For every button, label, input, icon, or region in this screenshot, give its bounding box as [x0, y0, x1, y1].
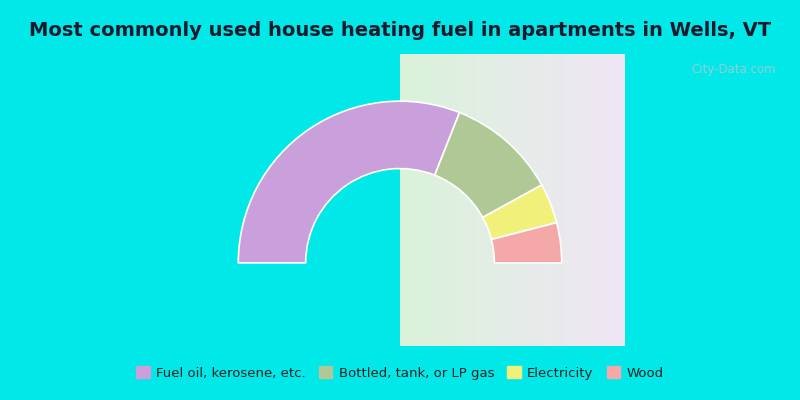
Wedge shape [434, 112, 542, 218]
Wedge shape [491, 223, 562, 263]
Text: City-Data.com: City-Data.com [692, 63, 776, 76]
Wedge shape [238, 101, 459, 263]
Wedge shape [482, 185, 557, 240]
Legend: Fuel oil, kerosene, etc., Bottled, tank, or LP gas, Electricity, Wood: Fuel oil, kerosene, etc., Bottled, tank,… [136, 366, 664, 380]
Text: Most commonly used house heating fuel in apartments in Wells, VT: Most commonly used house heating fuel in… [29, 20, 771, 40]
